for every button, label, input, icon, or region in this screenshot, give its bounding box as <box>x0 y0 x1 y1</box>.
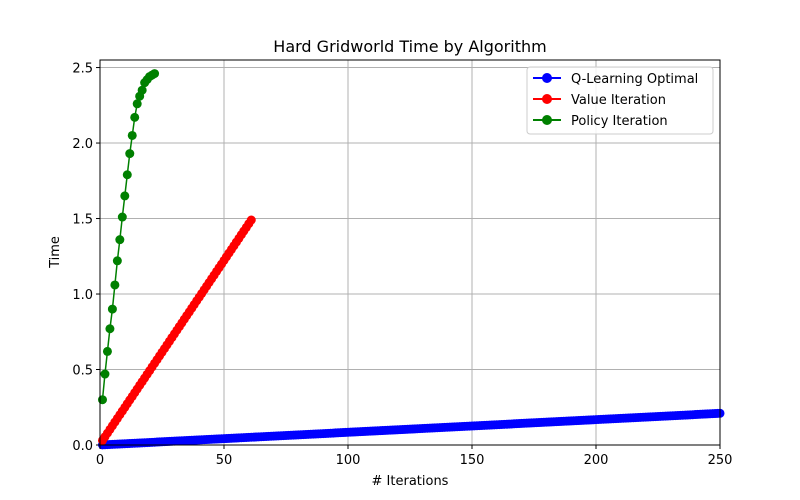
data-point-policy-iteration <box>120 191 130 201</box>
x-tick-label: 50 <box>216 453 233 468</box>
data-point-policy-iteration <box>107 304 117 314</box>
data-point-policy-iteration <box>127 130 137 140</box>
y-tick-label: 2.5 <box>72 62 93 77</box>
legend-label-policy-iteration: Policy Iteration <box>571 114 668 129</box>
x-tick-label: 150 <box>460 453 485 468</box>
data-point-policy-iteration <box>125 149 135 159</box>
data-point-policy-iteration <box>122 170 132 180</box>
data-point-policy-iteration <box>115 235 125 245</box>
y-axis-label: Time <box>48 236 63 269</box>
y-tick-label: 1.0 <box>72 288 93 303</box>
y-tick-label: 2.0 <box>72 137 93 152</box>
x-axis-label: # Iterations <box>372 474 449 489</box>
legend-label-value-iteration: Value Iteration <box>571 93 666 108</box>
legend-label-q-learning: Q-Learning Optimal <box>571 72 698 87</box>
y-tick-label: 0.0 <box>72 439 93 454</box>
legend-marker-policy-iteration <box>542 115 552 125</box>
chart-title: Hard Gridworld Time by Algorithm <box>273 37 546 56</box>
legend-entry-value-iteration: Value Iteration <box>533 93 666 108</box>
y-tick-label: 1.5 <box>72 213 93 228</box>
data-point-policy-iteration <box>102 346 112 356</box>
legend-entry-policy-iteration: Policy Iteration <box>533 114 668 129</box>
legend-marker-q-learning <box>542 73 552 83</box>
x-tick-label: 0 <box>96 453 104 468</box>
data-point-policy-iteration <box>97 395 107 405</box>
data-point-policy-iteration <box>137 85 147 95</box>
data-point-policy-iteration <box>150 69 160 79</box>
data-point-policy-iteration <box>132 99 142 109</box>
data-point-policy-iteration <box>112 256 122 266</box>
ticks: 0 50 100 150 200 250 0.0 0.5 1.0 1.5 2.0 2.5 <box>72 62 732 468</box>
legend-marker-value-iteration <box>542 94 552 104</box>
legend-box <box>526 66 714 135</box>
data-point-policy-iteration <box>117 212 127 222</box>
data-point-policy-iteration <box>105 324 115 334</box>
data-point-value-iteration <box>246 215 256 225</box>
x-tick-label: 100 <box>336 453 361 468</box>
legend-entry-q-learning: Q-Learning Optimal <box>533 72 698 87</box>
plot-data <box>97 69 725 450</box>
legend: Q-Learning Optimal Value Iteration Polic… <box>526 66 714 135</box>
x-tick-label: 250 <box>708 453 733 468</box>
x-tick-label: 200 <box>584 453 609 468</box>
data-point-policy-iteration <box>100 369 110 379</box>
plot-frame <box>99 59 721 446</box>
y-tick-label: 0.5 <box>72 364 93 379</box>
data-point-policy-iteration <box>130 112 140 122</box>
data-point-policy-iteration <box>110 280 120 290</box>
